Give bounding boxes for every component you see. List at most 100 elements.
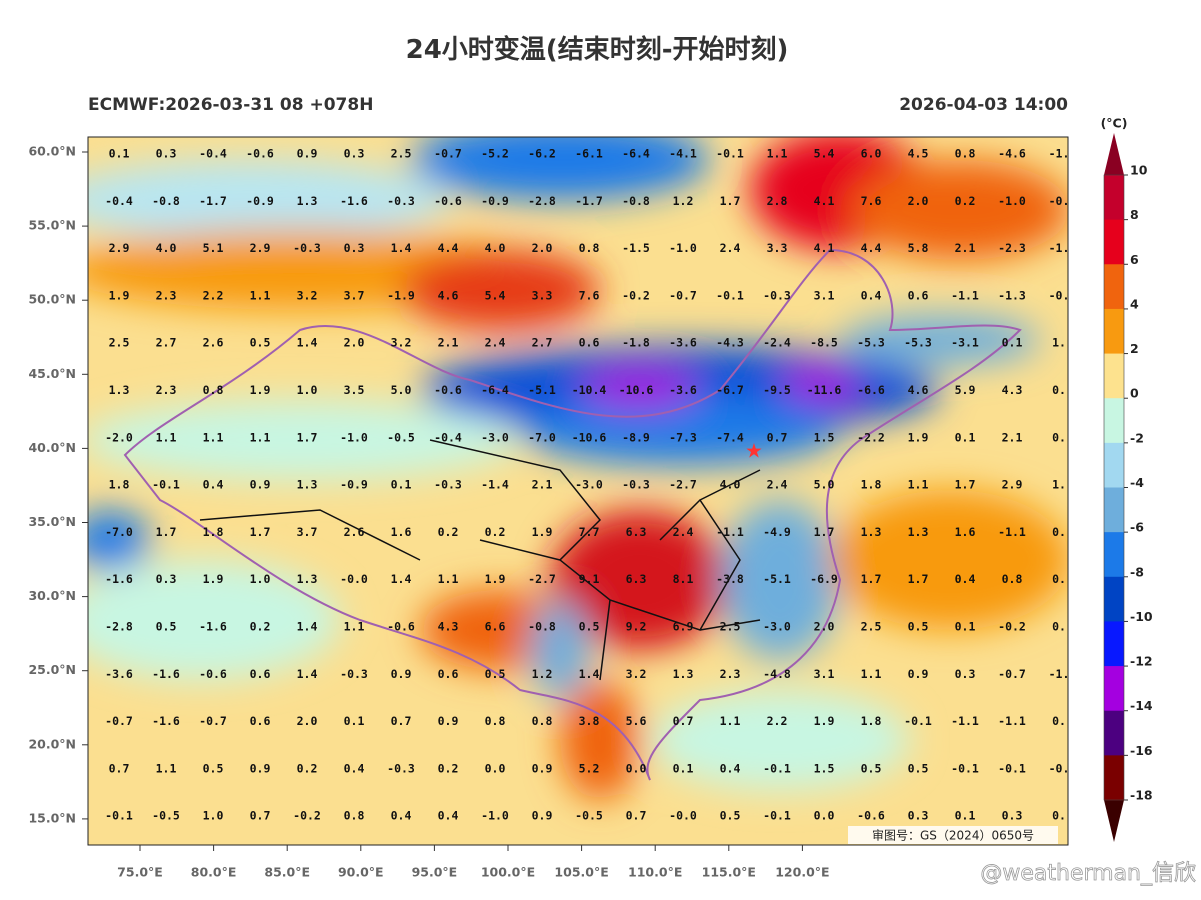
grid-value: -0.0 — [340, 572, 368, 586]
grid-value: 6.3 — [626, 525, 647, 539]
grid-value: 1.1 — [344, 620, 365, 634]
grid-value: -0.1 — [951, 761, 979, 775]
grid-value: -0.4 — [434, 430, 462, 444]
grid-value: 0.2 — [485, 525, 506, 539]
grid-value: -0.6 — [199, 667, 227, 681]
colorbar-label: -16 — [1130, 743, 1153, 758]
lon-label: 100.0°E — [481, 865, 535, 880]
lat-label: 15.0°N — [28, 810, 76, 825]
grid-value: 1.7 — [861, 572, 882, 586]
grid-value: -7.0 — [528, 430, 556, 444]
valid-time: 2026-04-03 14:00 — [899, 95, 1068, 115]
grid-value: -6.9 — [810, 572, 838, 586]
grid-value: 0.0 — [814, 809, 835, 823]
grid-value: -0.1 — [152, 478, 180, 492]
grid-value: -1. — [1049, 241, 1070, 255]
grid-value: 1.4 — [297, 667, 318, 681]
grid-value: 2.5 — [391, 147, 412, 161]
grid-value: 0.8 — [532, 714, 553, 728]
grid-value: -1.1 — [998, 714, 1026, 728]
field-blobs — [88, 137, 1068, 800]
grid-value: 1.6 — [391, 525, 412, 539]
capital-star: ★ — [745, 439, 763, 463]
grid-value: 1.1 — [720, 714, 741, 728]
grid-value: 0.1 — [955, 620, 976, 634]
grid-value: 0. — [1052, 572, 1066, 586]
grid-value: 0.0 — [626, 761, 647, 775]
grid-value: 0.2 — [438, 761, 459, 775]
grid-value: -0.1 — [716, 147, 744, 161]
grid-value: 2.8 — [767, 194, 788, 208]
grid-value: -10.6 — [619, 383, 654, 397]
lon-label: 115.0°E — [702, 865, 756, 880]
grid-value: 0.3 — [955, 667, 976, 681]
colorbar-label: 6 — [1130, 252, 1139, 267]
grid-value: 1.4 — [391, 572, 412, 586]
grid-value: -2.3 — [998, 241, 1026, 255]
grid-value: 3.7 — [297, 525, 318, 539]
grid-value: 1.0 — [250, 572, 271, 586]
grid-value: 5.1 — [203, 241, 224, 255]
grid-value: 2.4 — [485, 336, 506, 350]
grid-value: 1.7 — [955, 478, 976, 492]
grid-value: -0.4 — [105, 194, 133, 208]
grid-value: 0.9 — [391, 667, 412, 681]
grid-value: 0. — [1052, 430, 1066, 444]
grid-value: 0.8 — [485, 714, 506, 728]
grid-value: 2.4 — [767, 478, 788, 492]
grid-value: 1.7 — [297, 430, 318, 444]
grid-value: 4.3 — [438, 620, 459, 634]
grid-value: 2.9 — [109, 241, 130, 255]
grid-value: 0. — [1052, 809, 1066, 823]
grid-value: 3.3 — [532, 288, 553, 302]
lat-label: 55.0°N — [28, 218, 76, 233]
grid-value: -0.7 — [434, 147, 462, 161]
grid-value: 1.9 — [250, 383, 271, 397]
grid-value: 2.2 — [767, 714, 788, 728]
grid-value: 0.9 — [438, 714, 459, 728]
grid-value: 1.1 — [203, 430, 224, 444]
lat-label: 25.0°N — [28, 662, 76, 677]
grid-value: 1.4 — [391, 241, 412, 255]
grid-value: 4.6 — [908, 383, 929, 397]
grid-value: 2.3 — [720, 667, 741, 681]
grid-value: 5.8 — [908, 241, 929, 255]
grid-value: 0.3 — [156, 572, 177, 586]
grid-value: -0.3 — [340, 667, 368, 681]
lat-label: 35.0°N — [28, 514, 76, 529]
grid-value: 1. — [1052, 478, 1066, 492]
grid-value: 3.2 — [391, 336, 412, 350]
grid-value: 0.5 — [579, 620, 600, 634]
grid-value: -2.7 — [528, 572, 556, 586]
grid-value: -0.1 — [105, 809, 133, 823]
grid-value: -0.5 — [152, 809, 180, 823]
grid-value: 1.6 — [955, 525, 976, 539]
grid-value: 0.7 — [391, 714, 412, 728]
grid-value: -0.2 — [998, 620, 1026, 634]
grid-value: -3.0 — [481, 430, 509, 444]
grid-value: 7.6 — [861, 194, 882, 208]
grid-value: -11.6 — [807, 383, 842, 397]
grid-value: -1.6 — [199, 620, 227, 634]
grid-value: -0.3 — [763, 288, 791, 302]
grid-value: 1.8 — [203, 525, 224, 539]
grid-value: -1.8 — [622, 336, 650, 350]
grid-value: -0.6 — [434, 194, 462, 208]
grid-value: 1.1 — [908, 478, 929, 492]
colorbar-label: -6 — [1130, 520, 1144, 535]
colorbar: 10 8 6 4 2 0 -2 -4 -6 -8 -10 -12 -14 -16 -18 (°C) — [1101, 116, 1153, 842]
grid-value: -6.2 — [528, 147, 556, 161]
grid-value: 1.3 — [673, 667, 694, 681]
grid-value: -1.6 — [152, 667, 180, 681]
colorbar-swatch — [1104, 398, 1124, 444]
colorbar-label: -4 — [1130, 475, 1144, 490]
grid-value: 2.5 — [720, 620, 741, 634]
grid-value: 0.9 — [297, 147, 318, 161]
grid-value: 0.1 — [344, 714, 365, 728]
grid-values: 0.1 0.3 -0.4 -0.6 0.9 0.3 2.5 -0.7 -5.2 -6.2 -6.1 -… — [105, 147, 1069, 823]
grid-value: 0.7 — [626, 809, 647, 823]
grid-value: 6.0 — [861, 147, 882, 161]
grid-value: -5.3 — [857, 336, 885, 350]
grid-value: 2.3 — [156, 288, 177, 302]
grid-value: 0.7 — [767, 430, 788, 444]
